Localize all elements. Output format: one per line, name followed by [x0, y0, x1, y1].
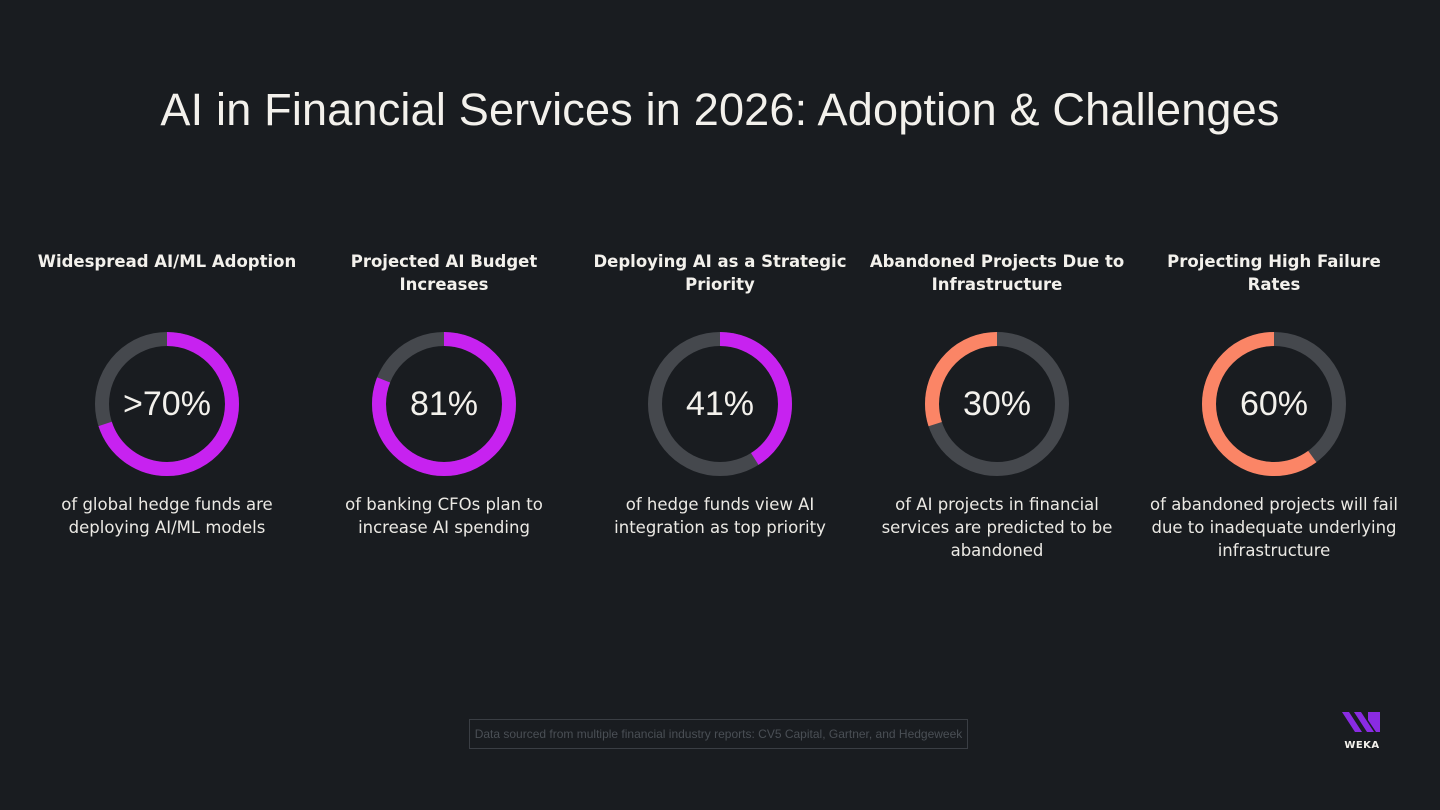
stat-description: of abandoned projects will fail due to i… [1150, 495, 1398, 560]
donut-arc [95, 332, 239, 476]
stat-value: 41% [685, 384, 755, 423]
stat-value: 60% [1239, 384, 1309, 423]
donut-svg [372, 332, 516, 476]
donut-ring: 30% [922, 329, 1072, 479]
donut-arc [372, 332, 516, 476]
page-title: AI in Financial Services in 2026: Adopti… [160, 84, 1280, 135]
donut-arc [1202, 332, 1346, 476]
donut-ring: 81% [369, 329, 519, 479]
stat-description: of hedge funds view AI integration as to… [614, 495, 826, 537]
donut-arc [648, 332, 792, 476]
weka-logo-icon [1342, 712, 1380, 732]
stat-heading: Deploying AI as a Strategic Priority [593, 252, 847, 294]
stat-heading: Projected AI Budget Increases [350, 252, 538, 294]
donut-ring: >70% [92, 329, 242, 479]
donut-svg [95, 332, 239, 476]
stat-heading: Widespread AI/ML Adoption [37, 252, 297, 271]
stat-heading: Projecting High Failure Rates [1167, 252, 1381, 294]
stat-card-adoption: Widespread AI/ML Adoption >70% of global… [37, 250, 297, 539]
logo-text: WEKA [1344, 740, 1380, 751]
stat-heading: Abandoned Projects Due to Infrastructure [869, 252, 1125, 294]
stat-card-strategic-priority: Deploying AI as a Strategic Priority 41%… [590, 250, 850, 539]
stat-value: 81% [409, 384, 479, 423]
donut-svg [925, 332, 1069, 476]
weka-logo: WEKA [1340, 710, 1384, 752]
stat-card-abandoned-projects: Abandoned Projects Due to Infrastructure… [867, 250, 1127, 562]
donut-ring: 41% [645, 329, 795, 479]
source-note: Data sourced from multiple financial ind… [469, 719, 968, 749]
donut-svg [1202, 332, 1346, 476]
stat-description: of global hedge funds are deploying AI/M… [61, 495, 273, 537]
stat-value: 30% [962, 384, 1032, 423]
donut-ring: 60% [1199, 329, 1349, 479]
stat-card-budget: Projected AI Budget Increases 81% of ban… [314, 250, 574, 539]
stat-value: >70% [123, 384, 211, 423]
stat-card-failure-rates: Projecting High Failure Rates 60% of aba… [1144, 250, 1404, 562]
stat-description: of banking CFOs plan to increase AI spen… [345, 495, 543, 537]
donut-svg [648, 332, 792, 476]
stat-description: of AI projects in financial services are… [881, 495, 1113, 560]
donut-arc [925, 332, 1069, 476]
